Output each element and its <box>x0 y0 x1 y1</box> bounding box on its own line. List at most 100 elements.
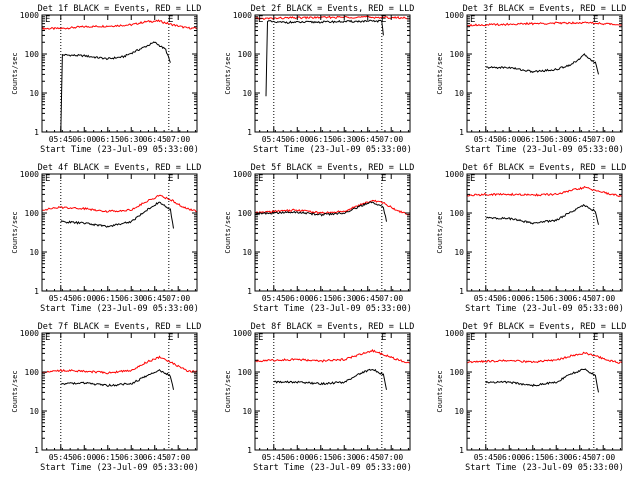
lld-series-line <box>255 15 410 21</box>
x-tick-label: 05:45 <box>474 453 498 462</box>
e-marker-label: E <box>381 333 386 343</box>
e-marker-label: E <box>593 15 598 25</box>
e-marker-label: E <box>381 15 386 25</box>
y-axis-label: Counts/sec <box>11 52 19 94</box>
y-tick-label: 10 <box>242 89 252 98</box>
x-tick-label: 06:45 <box>356 453 380 462</box>
x-tick-label: 06:30 <box>119 294 143 303</box>
panel-title: Det 2f BLACK = Events, RED = LLD <box>251 4 415 14</box>
x-tick-label: 05:45 <box>49 294 73 303</box>
x-tick-label: 06:15 <box>96 135 120 144</box>
x-tick-label: 05:45 <box>474 135 498 144</box>
x-axis-label: Start Time (23-Jul-09 05:33:00) <box>253 304 412 314</box>
x-tick-label: 07:00 <box>166 453 190 462</box>
plot-frame <box>41 173 198 292</box>
y-tick-label: 100 <box>25 368 40 377</box>
y-tick-label: 10 <box>242 248 252 257</box>
panel-det-5f: Det 5f BLACK = Events, RED = LLD 1 10 100 10… <box>224 163 414 314</box>
lld-series-line <box>467 185 622 198</box>
lld-series-line <box>42 355 197 375</box>
x-axis-label: Start Time (23-Jul-09 05:33:00) <box>253 463 412 473</box>
y-axis-label: Counts/sec <box>224 52 232 94</box>
e-marker-label: E <box>470 15 475 25</box>
y-tick-label: 1000 <box>20 329 39 338</box>
x-tick-label: 06:15 <box>521 135 545 144</box>
x-axis-label: Start Time (23-Jul-09 05:33:00) <box>40 463 199 473</box>
plot-frame <box>254 14 411 133</box>
e-marker-label: E <box>470 333 475 343</box>
e-marker-label: E <box>168 174 173 184</box>
e-marker-label: E <box>593 333 598 343</box>
x-tick-label: 05:45 <box>262 453 286 462</box>
panel-title: Det 1f BLACK = Events, RED = LLD <box>38 4 202 14</box>
e-marker-label: E <box>258 174 263 184</box>
x-tick-label: 06:00 <box>285 294 309 303</box>
x-tick-label: 06:00 <box>497 294 521 303</box>
y-tick-label: 10 <box>29 248 39 257</box>
plot-frame <box>41 332 198 451</box>
e-marker-label: E <box>168 333 173 343</box>
lld-series-line <box>467 351 622 364</box>
x-tick-label: 06:45 <box>356 135 380 144</box>
y-axis-label: Counts/sec <box>436 211 444 253</box>
e-marker-label: E <box>45 174 50 184</box>
x-tick-label: 05:45 <box>474 294 498 303</box>
panel-title: Det 5f BLACK = Events, RED = LLD <box>251 163 415 173</box>
x-tick-label: 06:45 <box>568 294 592 303</box>
y-tick-label: 1 <box>34 287 39 296</box>
x-tick-label: 06:00 <box>72 453 96 462</box>
y-tick-label: 1 <box>459 287 464 296</box>
x-tick-label: 06:15 <box>309 135 333 144</box>
y-tick-label: 100 <box>238 209 253 218</box>
y-tick-label: 1000 <box>20 170 39 179</box>
y-tick-label: 100 <box>450 368 465 377</box>
lld-series-line <box>255 199 410 216</box>
x-tick-label: 06:30 <box>544 453 568 462</box>
panel-title: Det 6f BLACK = Events, RED = LLD <box>463 163 627 173</box>
y-tick-label: 100 <box>238 368 253 377</box>
y-tick-label: 1000 <box>445 11 464 20</box>
x-tick-label: 07:00 <box>379 135 403 144</box>
events-series-line <box>485 368 599 393</box>
x-tick-label: 06:00 <box>72 294 96 303</box>
x-tick-label: 06:30 <box>332 453 356 462</box>
panel-det-3f: Det 3f BLACK = Events, RED = LLD 1 10 100 10… <box>436 4 626 155</box>
e-marker-label: E <box>258 333 263 343</box>
panel-det-8f: Det 8f BLACK = Events, RED = LLD 1 10 100 10… <box>224 322 414 473</box>
x-tick-label: 07:00 <box>379 453 403 462</box>
x-tick-label: 06:15 <box>96 294 120 303</box>
x-tick-label: 06:30 <box>119 453 143 462</box>
events-series-line <box>485 203 599 225</box>
e-marker-label: E <box>45 333 50 343</box>
x-tick-label: 06:15 <box>309 453 333 462</box>
y-tick-label: 10 <box>29 407 39 416</box>
y-tick-label: 100 <box>25 50 40 59</box>
panel-title: Det 7f BLACK = Events, RED = LLD <box>38 322 202 332</box>
x-tick-label: 05:45 <box>262 135 286 144</box>
y-tick-label: 1000 <box>233 170 252 179</box>
events-series-line <box>60 368 174 390</box>
y-axis-label: Counts/sec <box>11 370 19 412</box>
e-marker-label: E <box>381 174 386 184</box>
e-marker-label: E <box>258 15 263 25</box>
y-tick-label: 10 <box>242 407 252 416</box>
y-tick-label: 1 <box>34 446 39 455</box>
x-tick-label: 07:00 <box>379 294 403 303</box>
x-tick-label: 06:30 <box>332 135 356 144</box>
x-axis-label: Start Time (23-Jul-09 05:33:00) <box>465 145 624 155</box>
e-marker-label: E <box>470 174 475 184</box>
panel-title: Det 9f BLACK = Events, RED = LLD <box>463 322 627 332</box>
y-tick-label: 1 <box>34 128 39 137</box>
plot-frame <box>254 173 411 292</box>
x-tick-label: 06:30 <box>544 135 568 144</box>
x-tick-label: 06:00 <box>285 453 309 462</box>
y-tick-label: 1 <box>247 128 252 137</box>
y-tick-label: 10 <box>454 248 464 257</box>
e-marker-label: E <box>593 174 598 184</box>
y-tick-label: 1000 <box>445 329 464 338</box>
x-tick-label: 06:30 <box>332 294 356 303</box>
plot-frame <box>41 14 198 133</box>
e-marker-label: E <box>168 15 173 25</box>
x-tick-label: 07:00 <box>591 294 615 303</box>
